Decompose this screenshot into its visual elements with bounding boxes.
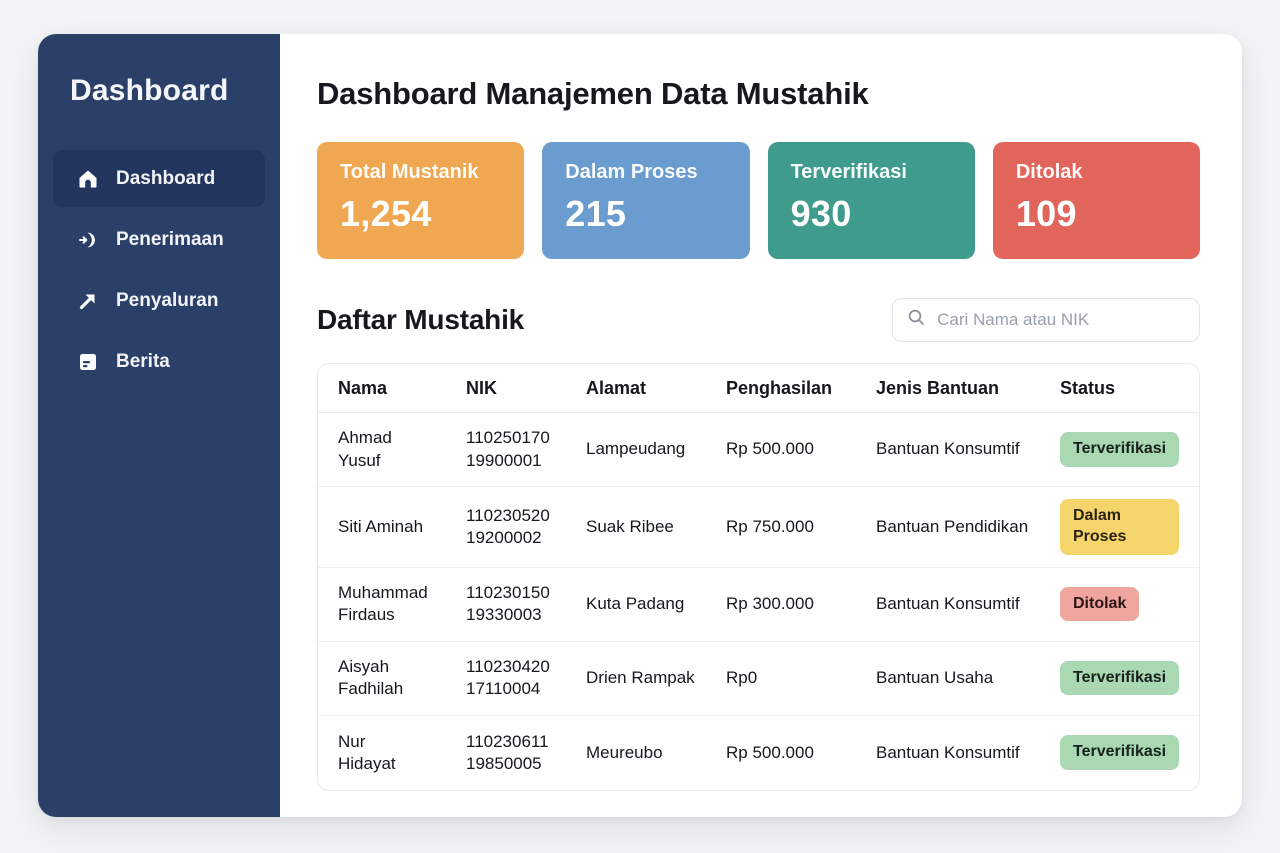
cell-jenis-bantuan: Bantuan Konsumtif <box>876 594 1020 614</box>
sidebar: Dashboard Dashboard Peneri <box>38 34 280 817</box>
cell-nama: Nur Hidayat <box>338 731 396 773</box>
stat-card-ditolak: Ditolak 109 <box>992 142 1201 259</box>
stat-value: 930 <box>790 193 852 234</box>
table-row: Nur Hidayat 110230611 19850005 Meureubo … <box>318 716 1199 790</box>
sidebar-item-berita[interactable]: Berita <box>53 333 265 390</box>
cell-jenis-bantuan: Bantuan Usaha <box>876 668 994 688</box>
status-badge: Terverifikasi <box>1060 735 1180 770</box>
sidebar-item-penyaluran[interactable]: Penyaluran <box>53 272 265 329</box>
cell-alamat: Suak Ribee <box>586 516 674 536</box>
news-icon <box>77 351 99 373</box>
stat-label: Terverifikasi <box>790 161 907 183</box>
arrow-up-right-icon <box>77 290 99 312</box>
column-header-nama: Nama <box>338 377 388 398</box>
cell-alamat: Kuta Padang <box>586 594 685 614</box>
cell-nama: Siti Aminah <box>338 516 424 536</box>
table-row: Muhammad Firdaus 110230150 19330003 Kuta… <box>318 568 1200 642</box>
stat-label: Ditolak <box>1015 161 1083 183</box>
cell-penghasilan: Rp 500.000 <box>726 439 814 459</box>
table-row: Siti Aminah 110230520 19200002 Suak Ribe… <box>318 487 1200 568</box>
search-icon <box>907 308 926 332</box>
main-content: Dashboard Manajemen Data Mustahik Total … <box>280 34 1242 817</box>
cell-jenis-bantuan: Bantuan Pendidikan <box>876 516 1029 536</box>
stat-label: Total Mustanik <box>340 161 479 183</box>
sidebar-item-label: Penerimaan <box>116 228 224 250</box>
cell-alamat: Lampeudang <box>586 439 686 459</box>
sidebar-item-label: Berita <box>116 350 170 372</box>
receive-icon <box>77 229 99 251</box>
sidebar-nav: Dashboard Penerimaan <box>53 150 265 390</box>
app-window: Dashboard Dashboard Peneri <box>38 34 1242 817</box>
status-badge: Terverifikasi <box>1060 660 1180 696</box>
sidebar-item-penerimaan[interactable]: Penerimaan <box>53 211 265 268</box>
mustahik-table: Nama NIK Alamat Penghasilan Jenis Bantua… <box>317 363 1201 791</box>
table-row: Aisyah Fadhilah 110230420 17110004 Drien… <box>318 642 1200 716</box>
stat-label: Dalam Proses <box>565 161 698 183</box>
cell-nik: 110230420 17110004 <box>466 657 550 699</box>
search-box[interactable] <box>892 298 1201 342</box>
cell-penghasilan: Rp 300.000 <box>726 594 814 614</box>
cell-nik: 110250170 19900001 <box>466 428 550 470</box>
stat-value: 1,254 <box>340 193 432 234</box>
table-row: Ahmad Yusuf 110250170 19900001 Lampeudan… <box>318 413 1200 487</box>
column-header-jenis-bantuan: Jenis Bantuan <box>876 377 1000 398</box>
sidebar-item-dashboard[interactable]: Dashboard <box>53 150 265 207</box>
cell-alamat: Drien Rampak <box>586 668 695 688</box>
cell-nama: Ahmad Yusuf <box>338 428 392 470</box>
sidebar-item-label: Dashboard <box>116 167 216 189</box>
stat-value: 109 <box>1015 193 1077 234</box>
column-header-alamat: Alamat <box>586 377 647 398</box>
cell-jenis-bantuan: Bantuan Konsumtif <box>876 742 1020 762</box>
status-badge: Terverifikasi <box>1060 432 1180 467</box>
stat-card-dalam-proses: Dalam Proses 215 <box>542 142 750 259</box>
stat-card-terverifikasi: Terverifikasi 930 <box>767 142 975 259</box>
cell-penghasilan: Rp 500.000 <box>726 742 814 762</box>
cell-nama: Muhammad Firdaus <box>338 583 428 625</box>
cell-nik: 110230150 19330003 <box>466 583 550 625</box>
list-header: Daftar Mustahik <box>317 298 1201 342</box>
cell-penghasilan: Rp0 <box>726 668 758 688</box>
status-badge: Ditolak <box>1060 586 1140 622</box>
page-title: Dashboard Manajemen Data Mustahik <box>317 76 869 111</box>
list-title: Daftar Mustahik <box>317 304 525 335</box>
status-badge: Dalam Proses <box>1060 499 1180 555</box>
cell-penghasilan: Rp 750.000 <box>726 516 814 536</box>
cell-alamat: Meureubo <box>586 742 663 762</box>
column-header-penghasilan: Penghasilan <box>726 377 833 398</box>
cell-jenis-bantuan: Bantuan Konsumtif <box>876 439 1020 459</box>
stat-card-total-mustanik: Total Mustanik 1,254 <box>317 142 525 259</box>
column-header-status: Status <box>1060 377 1116 398</box>
column-header-nik: NIK <box>466 377 497 398</box>
stat-cards: Total Mustanik 1,254 Dalam Proses 215 Te… <box>317 142 1201 259</box>
search-input[interactable] <box>937 310 1186 330</box>
cell-nik: 110230611 19850005 <box>466 731 549 773</box>
stat-value: 215 <box>565 193 627 234</box>
home-icon <box>77 168 99 190</box>
cell-nama: Aisyah Fadhilah <box>338 657 404 699</box>
cell-nik: 110230520 19200002 <box>466 505 550 547</box>
sidebar-item-label: Penyaluran <box>116 289 219 311</box>
sidebar-title: Dashboard <box>70 74 229 107</box>
table-header-row: Nama NIK Alamat Penghasilan Jenis Bantua… <box>318 364 1200 413</box>
